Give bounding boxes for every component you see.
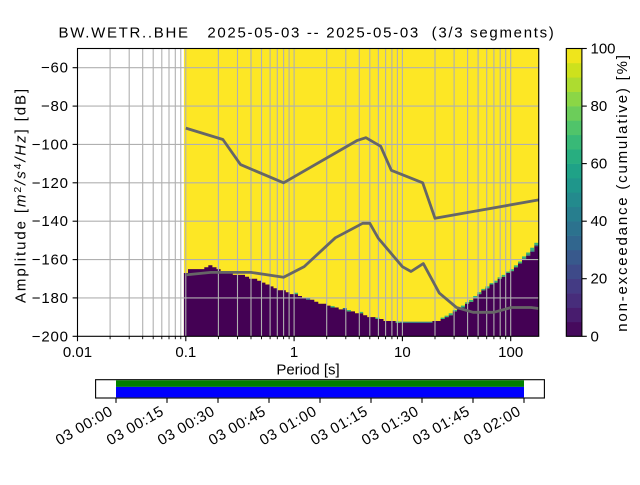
svg-text:−200: −200 xyxy=(32,328,69,345)
svg-text:−100: −100 xyxy=(32,136,69,153)
svg-text:0: 0 xyxy=(591,328,599,345)
svg-text:80: 80 xyxy=(591,98,608,115)
svg-text:Amplitude [m2/s4/Hz] [dB]: Amplitude [m2/s4/Hz] [dB] xyxy=(12,87,30,303)
svg-text:100: 100 xyxy=(591,41,616,58)
svg-text:−60: −60 xyxy=(41,60,69,77)
svg-text:40: 40 xyxy=(591,213,608,230)
svg-text:−160: −160 xyxy=(32,252,69,269)
svg-text:60: 60 xyxy=(591,156,608,173)
svg-text:non-exceedance (cumulative) [%: non-exceedance (cumulative) [%] xyxy=(614,53,631,331)
svg-text:−120: −120 xyxy=(32,175,69,192)
svg-text:0.01: 0.01 xyxy=(63,344,92,361)
svg-text:BW.WETR..BHE 2025-05-03 -- 2: BW.WETR..BHE 2025-05-03 -- 2025-05-03 (3… xyxy=(59,25,556,42)
svg-text:20: 20 xyxy=(591,271,608,288)
svg-text:−80: −80 xyxy=(41,98,69,115)
svg-text:100: 100 xyxy=(498,344,523,361)
svg-text:10: 10 xyxy=(394,344,411,361)
svg-text:−140: −140 xyxy=(32,213,69,230)
svg-text:0.1: 0.1 xyxy=(175,344,196,361)
svg-text:−180: −180 xyxy=(32,290,69,307)
svg-text:1: 1 xyxy=(290,344,298,361)
svg-text:Period [s]: Period [s] xyxy=(276,362,339,379)
